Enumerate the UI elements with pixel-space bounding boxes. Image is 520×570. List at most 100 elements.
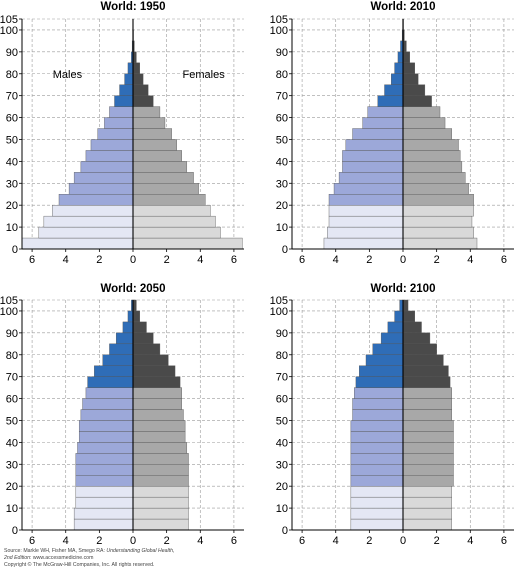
y-tick-label: 0 [12, 244, 18, 256]
bar-female [132, 464, 189, 476]
bar-female [402, 51, 410, 64]
bar-male [355, 376, 404, 388]
bar-female [402, 387, 452, 399]
bar-female [132, 106, 161, 118]
x-tick-label: 6 [29, 535, 35, 547]
bar-female [402, 409, 452, 421]
bar-female [132, 354, 169, 366]
bar-male [387, 321, 404, 334]
copyright: Copyright © The McGraw-Hill Companies, I… [4, 562, 155, 568]
bar-female [402, 95, 432, 107]
bar-female [132, 453, 189, 465]
y-tick-label: 60 [276, 113, 288, 125]
bar-female [132, 226, 221, 239]
bar-male [384, 84, 404, 96]
bar-male [21, 237, 134, 250]
y-tick-label: 105 [270, 14, 288, 26]
bar-female [402, 299, 409, 312]
y-tick-label: 80 [276, 69, 288, 81]
bar-female [132, 321, 147, 334]
bar-female [132, 496, 189, 509]
bar-female [132, 84, 149, 96]
bar-male [78, 420, 134, 432]
bar-male [80, 161, 134, 173]
bar-male [94, 365, 134, 377]
bar-male [342, 150, 404, 162]
bar-female [402, 365, 449, 377]
x-tick-label: 0 [400, 254, 406, 266]
x-tick-label: 2 [434, 535, 440, 547]
bar-male [97, 128, 134, 140]
bar-male [119, 84, 134, 96]
bar-male [127, 62, 134, 74]
bar-male [115, 332, 134, 345]
bar-male [350, 475, 404, 487]
bar-male [104, 117, 134, 129]
bar-female [402, 117, 446, 129]
edition-credit: 2nd Edition: www.accessmedicine.com [4, 555, 93, 561]
bar-female [402, 172, 466, 184]
bar-female [402, 128, 452, 140]
x-tick-label: 6 [299, 254, 305, 266]
bar-female [402, 442, 454, 454]
bar-male [75, 475, 134, 487]
bar-female [132, 237, 243, 250]
bar-male [350, 431, 404, 443]
bar-female [402, 150, 461, 162]
bar-female [132, 420, 186, 432]
bar-female [402, 62, 415, 74]
y-tick-label: 20 [276, 200, 288, 212]
y-tick-label: 30 [6, 178, 18, 190]
bar-male [323, 237, 404, 250]
bar-female [132, 398, 182, 410]
bar-male [350, 464, 404, 476]
x-tick-label: 2 [96, 254, 102, 266]
x-tick-label: 6 [29, 254, 35, 266]
bar-male [350, 420, 404, 432]
bar-male [333, 183, 404, 195]
bar-male [80, 409, 134, 421]
bar-female [132, 332, 154, 345]
y-tick-label: 60 [276, 394, 288, 406]
bar-male [338, 172, 404, 184]
bar-female [132, 365, 176, 377]
bar-male [350, 485, 404, 498]
x-tick-label: 2 [96, 535, 102, 547]
bar-female [132, 117, 166, 129]
y-tick-label: 10 [6, 503, 18, 515]
bar-male [68, 183, 134, 195]
bar-female [402, 485, 452, 498]
x-tick-label: 6 [501, 254, 507, 266]
bar-female [402, 376, 451, 388]
x-tick-label: 0 [130, 254, 136, 266]
bar-male [90, 139, 134, 151]
bar-female [132, 161, 188, 173]
bar-male [362, 117, 404, 129]
bar-male [109, 106, 134, 118]
y-tick-label: 100 [270, 306, 288, 318]
y-tick-label: 100 [0, 306, 18, 318]
x-tick-label: 4 [333, 254, 339, 266]
bar-male [328, 215, 404, 228]
y-tick-label: 90 [276, 47, 288, 59]
y-tick-label: 10 [276, 222, 288, 234]
bar-female [402, 84, 426, 96]
bar-male [350, 453, 404, 465]
y-tick-label: 70 [276, 372, 288, 384]
bar-female [402, 321, 422, 334]
y-tick-label: 100 [0, 25, 18, 37]
y-tick-label: 50 [6, 415, 18, 427]
bar-female [132, 485, 189, 498]
bar-female [132, 62, 140, 74]
bar-female [132, 183, 199, 195]
x-tick-label: 4 [467, 535, 473, 547]
bar-female [132, 518, 189, 531]
bar-female [402, 139, 459, 151]
bar-female [402, 310, 415, 323]
y-tick-label: 90 [6, 328, 18, 340]
bar-female [132, 215, 216, 228]
bar-female [132, 310, 140, 323]
